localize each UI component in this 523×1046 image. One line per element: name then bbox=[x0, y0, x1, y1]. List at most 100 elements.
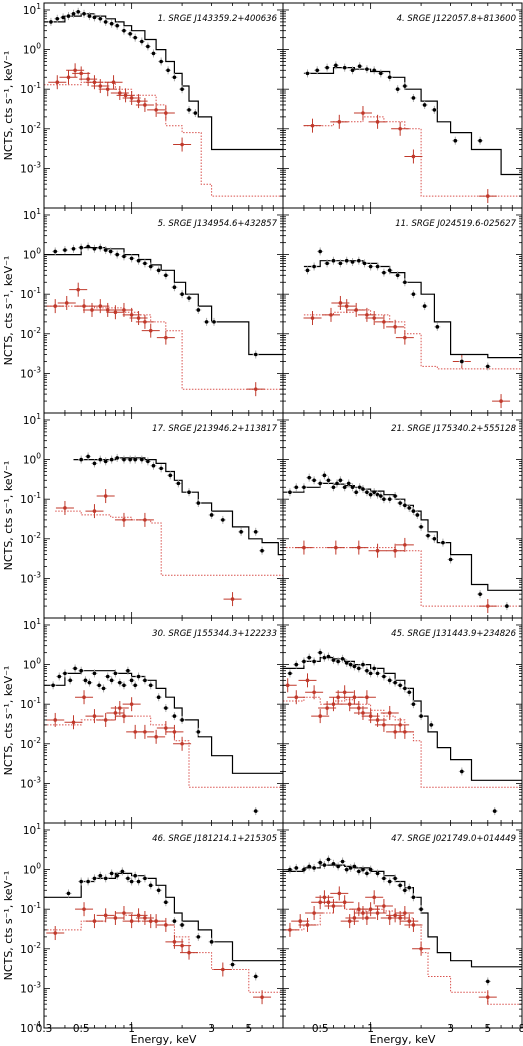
background-point bbox=[90, 308, 94, 312]
y-tick-label-exponent: -1 bbox=[34, 286, 42, 295]
background-point bbox=[318, 714, 322, 718]
source-point bbox=[342, 65, 347, 70]
source-point bbox=[357, 666, 361, 671]
background-point bbox=[344, 304, 349, 308]
source-point bbox=[382, 674, 386, 679]
source-point bbox=[187, 296, 191, 300]
source-point bbox=[187, 108, 191, 112]
source-point bbox=[122, 28, 126, 33]
source-point bbox=[322, 655, 327, 660]
y-tick-label-exponent: 1 bbox=[36, 617, 41, 626]
source-point bbox=[71, 12, 76, 16]
source-point bbox=[338, 478, 343, 483]
source-point bbox=[148, 683, 153, 688]
source-point bbox=[505, 604, 509, 608]
source-point bbox=[168, 473, 173, 478]
source-point bbox=[387, 497, 392, 501]
background-point bbox=[136, 99, 141, 103]
source-point bbox=[176, 481, 181, 486]
source-point bbox=[253, 974, 258, 979]
panel-title: 21. SRGE J175340.2+555128 bbox=[391, 424, 516, 434]
source-point bbox=[432, 536, 437, 541]
source-point bbox=[318, 481, 322, 486]
source-point bbox=[348, 662, 353, 667]
background-point bbox=[180, 741, 184, 746]
y-tick-label-exponent: -2 bbox=[34, 736, 42, 745]
background-point bbox=[53, 931, 58, 935]
source-point bbox=[375, 671, 380, 676]
source-point bbox=[51, 683, 55, 688]
source-point bbox=[352, 864, 357, 869]
source-model-line bbox=[44, 13, 283, 151]
source-point bbox=[92, 461, 97, 466]
source-point bbox=[398, 501, 402, 505]
y-tick-label-exponent: 0 bbox=[36, 657, 41, 666]
source-point bbox=[113, 671, 118, 676]
panel-1-3: 45. SRGE J131443.9+234826 bbox=[282, 617, 523, 824]
background-model-line bbox=[44, 305, 283, 390]
source-point bbox=[61, 15, 65, 20]
source-point bbox=[180, 718, 184, 722]
panel-plot-area bbox=[283, 855, 522, 1005]
background-point bbox=[260, 995, 264, 999]
background-point bbox=[113, 711, 118, 715]
y-tick-label: 10-3 bbox=[20, 365, 41, 380]
source-point bbox=[115, 23, 119, 28]
source-model-line bbox=[283, 482, 522, 591]
panel-1-0: 4. SRGE J122057.8+813600 bbox=[282, 2, 523, 209]
source-point bbox=[143, 876, 147, 881]
source-point bbox=[393, 680, 397, 685]
source-point bbox=[395, 273, 400, 278]
background-point bbox=[66, 75, 71, 80]
source-point bbox=[312, 866, 316, 870]
source-point bbox=[164, 900, 168, 905]
background-point bbox=[331, 904, 336, 908]
source-point bbox=[372, 68, 376, 73]
y-tick-label-exponent: -1 bbox=[34, 696, 42, 705]
source-model-line bbox=[303, 260, 522, 359]
source-point bbox=[492, 809, 497, 813]
panel-title: 5. SRGE J134954.6+432857 bbox=[158, 219, 278, 229]
background-point bbox=[337, 891, 342, 896]
background-point bbox=[387, 711, 392, 715]
background-point bbox=[312, 911, 316, 915]
source-point bbox=[128, 32, 132, 36]
source-point bbox=[361, 662, 365, 667]
background-point bbox=[347, 702, 352, 706]
source-point bbox=[411, 509, 416, 513]
source-point bbox=[71, 246, 76, 251]
background-point bbox=[154, 919, 158, 923]
source-point bbox=[338, 261, 343, 266]
background-point bbox=[393, 730, 397, 734]
background-point bbox=[368, 907, 373, 911]
background-point bbox=[82, 907, 86, 911]
source-model-line bbox=[44, 872, 283, 962]
source-point bbox=[403, 686, 407, 691]
source-point bbox=[288, 671, 292, 676]
source-point bbox=[382, 497, 386, 501]
background-point bbox=[118, 91, 122, 95]
background-point bbox=[403, 335, 407, 340]
background-point bbox=[403, 730, 407, 734]
source-model-line bbox=[283, 657, 522, 781]
source-point bbox=[122, 683, 126, 688]
background-point bbox=[312, 690, 316, 695]
source-point bbox=[79, 457, 83, 462]
background-point bbox=[122, 518, 126, 522]
source-point bbox=[362, 261, 367, 266]
y-tick-label: 101 bbox=[23, 412, 41, 427]
panel-title: 45. SRGE J131443.9+234826 bbox=[391, 629, 516, 639]
background-point bbox=[382, 320, 386, 324]
y-tick-label-exponent: -3 bbox=[34, 160, 42, 169]
source-point bbox=[372, 666, 376, 671]
x-tick-label: 0.3 bbox=[36, 1023, 53, 1035]
background-point bbox=[419, 946, 423, 951]
source-point bbox=[129, 879, 134, 884]
source-point bbox=[387, 268, 392, 273]
background-point bbox=[136, 316, 141, 320]
source-point bbox=[98, 245, 103, 250]
panel-title: 1. SRGE J143359.2+400636 bbox=[158, 14, 278, 24]
source-model-line bbox=[44, 247, 283, 356]
y-tick-label-exponent: -1 bbox=[34, 81, 42, 90]
background-point bbox=[305, 678, 310, 683]
